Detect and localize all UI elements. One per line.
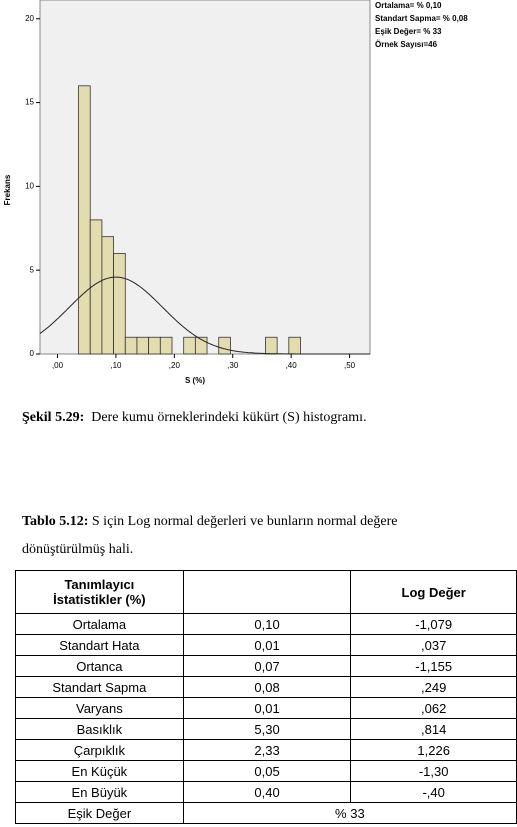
table-row: Standart Hata 0,01,037: [15, 634, 517, 656]
header-cell: Log Değer: [350, 570, 517, 614]
y-tick-label: 20: [25, 14, 34, 23]
table-cell: Varyans: [15, 697, 184, 719]
caption-text: S için Log normal değerleri ve bunların …: [22, 514, 398, 557]
table-cell: En Büyük: [15, 781, 184, 803]
bar: [218, 336, 231, 355]
table-cell: Ortanca: [15, 655, 184, 677]
bar: [101, 236, 114, 355]
legend-line: Ortalama= % 0,10: [375, 1, 442, 10]
legend-line: Eşik Değer= % 33: [375, 27, 442, 36]
table-caption: Tablo 5.12: S için Log normal değerleri …: [22, 508, 482, 564]
table-cell: ,037: [350, 634, 517, 656]
table-cell: Standart Hata: [15, 634, 184, 656]
x-axis-label: S (%): [185, 376, 205, 385]
bar: [136, 336, 150, 355]
table-cell: -1,155: [350, 655, 517, 677]
table-row: En Küçük 0,05 -1,30: [15, 760, 517, 782]
x-tick-label: ,10: [110, 361, 122, 370]
normal-curve: [39, 276, 370, 355]
header-line: İstatistikler (%): [53, 592, 146, 607]
table-cell: ,249: [350, 676, 517, 698]
y-axis-label: Frekans: [3, 174, 12, 205]
bar: [265, 336, 278, 355]
table-cell: 1,226: [350, 739, 517, 761]
table-cell: ,062: [350, 697, 517, 719]
table-cell: -1,079: [350, 613, 517, 635]
table-row: Ortanca 0,07 -1,155: [15, 655, 517, 677]
bar: [113, 253, 126, 355]
caption-label: Tablo 5.12:: [22, 514, 89, 529]
x-tick-label: ,50: [344, 361, 356, 370]
table-row: Eşik Değer% 33: [15, 802, 517, 824]
header-row: Tanımlayıcı İstatistikler (%) Log Değer: [15, 570, 517, 614]
header-cell: [182, 570, 352, 614]
table-row: Standart Sapma 0,08,249: [15, 676, 517, 698]
table-cell: 5,30: [182, 718, 352, 740]
table-row: Basıklık 5,30,814: [15, 718, 517, 740]
table-cell: Eşik Değer: [15, 802, 184, 824]
table-cell: 0,01: [182, 634, 352, 656]
stats-table: Tanımlayıcı İstatistikler (%) Log Değer O…: [15, 570, 517, 824]
table-cell: 0,05: [182, 760, 352, 782]
bar: [148, 336, 161, 355]
table-cell: -,40: [350, 781, 517, 803]
table-cell: ,814: [350, 718, 517, 740]
y-tick-label: 5: [30, 265, 35, 274]
table-cell: Çarpıklık: [15, 739, 184, 761]
table-cell: 2,33: [182, 739, 352, 761]
table-cell: -1,30: [350, 760, 517, 782]
table-row: Çarpıklık 2,33 1,226: [15, 739, 517, 761]
caption-label: Şekil 5.29:: [22, 410, 85, 425]
table-row: Ortalama 0,10 -1,079: [15, 613, 517, 635]
x-tick-label: ,20: [169, 361, 181, 370]
x-tick-label: ,00: [52, 361, 64, 370]
table-cell: 0,10: [182, 613, 352, 635]
table-cell: Ortalama: [15, 613, 184, 635]
chart: Frekans S (%) 0 5 10 15 20 ,00 ,10 ,20 ,30 ,40 ,50…: [3, 0, 468, 385]
header-cell: Tanımlayıcı İstatistikler (%): [15, 570, 184, 614]
table-cell: 0,08: [182, 676, 352, 698]
legend-line: Örnek Sayısı=46: [375, 40, 438, 49]
bar: [288, 336, 301, 355]
legend-line: Standart Sapma= % 0,08: [375, 14, 468, 23]
table-cell: 0,01: [182, 697, 352, 719]
table-cell: En Küçük: [15, 760, 184, 782]
table-cell: Standart Sapma: [15, 676, 184, 698]
table-row: Varyans 0,01,062: [15, 697, 517, 719]
bar: [159, 336, 173, 355]
y-tick-label: 0: [30, 349, 35, 358]
figure-caption: Şekil 5.29: Dere kumu örneklerindeki kük…: [22, 404, 367, 432]
bar: [183, 336, 196, 355]
x-tick-label: ,30: [227, 361, 239, 370]
table-cell: 0,40: [182, 781, 352, 803]
y-tick-label: 15: [25, 98, 34, 107]
y-tick-label: 10: [25, 181, 34, 190]
bar: [124, 336, 138, 355]
table-row: En Büyük 0,40 -,40: [15, 781, 517, 803]
bar: [78, 85, 91, 355]
bar: [194, 336, 208, 355]
caption-text: Dere kumu örneklerindeki kükürt (S) hist…: [91, 410, 367, 425]
x-tick-label: ,40: [286, 361, 298, 370]
header-line: Tanımlayıcı: [64, 577, 135, 592]
table-cell: % 33: [182, 802, 517, 824]
table-cell: Basıklık: [15, 718, 184, 740]
table-cell: 0,07: [182, 655, 352, 677]
